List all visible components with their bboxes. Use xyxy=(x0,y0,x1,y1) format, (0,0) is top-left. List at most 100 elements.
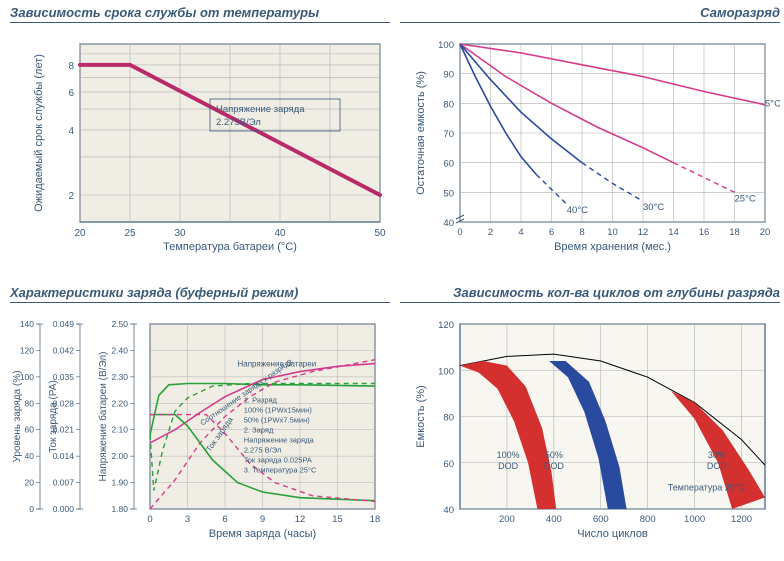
svg-text:Напряжение батареи (В/Эл): Напряжение батареи (В/Эл) xyxy=(97,352,109,482)
svg-text:0.042: 0.042 xyxy=(53,345,75,355)
svg-text:2: 2 xyxy=(488,227,493,238)
svg-text:100%: 100% xyxy=(497,450,520,460)
svg-text:400: 400 xyxy=(546,514,562,525)
svg-text:2.40: 2.40 xyxy=(111,345,128,355)
svg-text:10: 10 xyxy=(607,227,618,238)
svg-text:Уровень заряда (%): Уровень заряда (%) xyxy=(12,370,23,462)
svg-text:0: 0 xyxy=(457,227,462,238)
svg-text:40°C: 40°C xyxy=(567,205,588,216)
svg-text:60: 60 xyxy=(443,159,454,170)
svg-text:25: 25 xyxy=(124,228,136,239)
svg-text:2.20: 2.20 xyxy=(111,398,128,408)
svg-text:90: 90 xyxy=(443,70,454,81)
svg-text:Время заряда (часы): Время заряда (часы) xyxy=(209,528,316,540)
svg-text:80: 80 xyxy=(443,413,454,424)
svg-text:80: 80 xyxy=(443,99,454,110)
svg-text:DOD: DOD xyxy=(544,461,565,471)
svg-text:Время хранения (мес.): Время хранения (мес.) xyxy=(554,241,671,253)
svg-text:8: 8 xyxy=(68,61,74,72)
svg-text:40: 40 xyxy=(274,228,286,239)
svg-text:60: 60 xyxy=(443,459,454,470)
panel2-chart: 405060708090100024681012141618205°C25°C3… xyxy=(400,29,780,259)
svg-text:Ток заряда 0.025PA: Ток заряда 0.025PA xyxy=(244,456,312,465)
panel4-chart: 40608010012020040060080010001200100%DOD5… xyxy=(400,309,780,549)
svg-text:100: 100 xyxy=(438,40,454,51)
svg-text:1.90: 1.90 xyxy=(111,478,128,488)
svg-text:120: 120 xyxy=(20,345,34,355)
svg-text:2.50: 2.50 xyxy=(111,319,128,329)
panel3-chart: 03691215180204060801001201400.0000.0070.… xyxy=(10,309,390,549)
svg-text:2.275 В/Эл: 2.275 В/Эл xyxy=(244,446,281,455)
panel3-title: Характеристики заряда (буферный режим) xyxy=(10,285,390,303)
svg-text:Напряжение заряда: Напряжение заряда xyxy=(216,104,305,115)
svg-text:6: 6 xyxy=(222,514,227,525)
svg-text:30°C: 30°C xyxy=(643,202,664,213)
svg-text:Ток заряда (РА): Ток заряда (РА) xyxy=(48,380,59,453)
svg-text:2.00: 2.00 xyxy=(111,451,128,461)
svg-text:12: 12 xyxy=(295,514,306,525)
svg-text:200: 200 xyxy=(499,514,515,525)
svg-text:DOD: DOD xyxy=(498,461,519,471)
svg-text:16: 16 xyxy=(699,227,710,238)
panel-charge-characteristics: Характеристики заряда (буферный режим) 0… xyxy=(10,285,390,555)
svg-text:Емкость (%): Емкость (%) xyxy=(415,385,427,447)
svg-text:20: 20 xyxy=(74,228,86,239)
svg-text:5°C: 5°C xyxy=(765,98,780,109)
svg-text:0.049: 0.049 xyxy=(53,319,75,329)
svg-text:4: 4 xyxy=(518,227,523,238)
svg-text:2.30: 2.30 xyxy=(111,372,128,382)
svg-text:50%: 50% xyxy=(545,450,563,460)
panel1-chart: 2 4 6 8 20 25 30 40 50 Напряжение заряда 2.275В/Эл… xyxy=(10,29,390,259)
svg-text:50% (1PWx7.5мин): 50% (1PWx7.5мин) xyxy=(244,416,311,425)
svg-text:4: 4 xyxy=(68,126,74,137)
svg-text:2. Заряд: 2. Заряд xyxy=(244,426,274,435)
panel4-title: Зависимость кол-ва циклов от глубины раз… xyxy=(400,285,780,303)
svg-text:1200: 1200 xyxy=(731,514,752,525)
panel1-title: Зависимость срока службы от температуры xyxy=(10,5,390,23)
svg-text:Остаточная емкость (%): Остаточная емкость (%) xyxy=(415,71,427,195)
svg-text:0.000: 0.000 xyxy=(53,504,75,514)
svg-text:6: 6 xyxy=(68,88,74,99)
svg-text:Температура батареи (°C): Температура батареи (°C) xyxy=(163,241,297,253)
panel-cycles-dod: Зависимость кол-ва циклов от глубины раз… xyxy=(400,285,780,555)
svg-text:12: 12 xyxy=(638,227,649,238)
svg-text:600: 600 xyxy=(593,514,609,525)
svg-text:Ожидаемый срок службы (лет): Ожидаемый срок службы (лет) xyxy=(33,54,45,212)
svg-text:Напряжение заряда: Напряжение заряда xyxy=(244,436,315,445)
svg-text:2.275В/Эл: 2.275В/Эл xyxy=(216,117,261,128)
svg-text:100: 100 xyxy=(438,366,454,377)
panel2-title: Саморазряд xyxy=(400,5,780,23)
svg-text:70: 70 xyxy=(443,129,454,140)
svg-text:140: 140 xyxy=(20,319,34,329)
svg-text:2.10: 2.10 xyxy=(111,425,128,435)
svg-text:60: 60 xyxy=(25,425,35,435)
svg-text:Температура 25°C: Температура 25°C xyxy=(668,483,746,493)
svg-text:14: 14 xyxy=(668,227,679,238)
svg-text:2: 2 xyxy=(68,191,74,202)
svg-text:9: 9 xyxy=(260,514,265,525)
svg-text:0: 0 xyxy=(147,514,152,525)
svg-text:120: 120 xyxy=(438,320,454,331)
svg-text:50: 50 xyxy=(374,228,386,239)
svg-text:80: 80 xyxy=(25,398,35,408)
svg-text:0: 0 xyxy=(29,504,34,514)
svg-text:6: 6 xyxy=(549,227,554,238)
svg-text:18: 18 xyxy=(370,514,381,525)
panel-self-discharge: Саморазряд 40506070809010002468101214161… xyxy=(400,5,780,265)
svg-text:40: 40 xyxy=(443,505,454,516)
svg-text:25°C: 25°C xyxy=(735,193,756,204)
svg-text:1. Разряд: 1. Разряд xyxy=(244,396,278,405)
svg-text:20: 20 xyxy=(760,227,771,238)
svg-text:800: 800 xyxy=(640,514,656,525)
svg-text:40: 40 xyxy=(25,451,35,461)
svg-text:3: 3 xyxy=(185,514,190,525)
svg-text:100% (1PWx15мин): 100% (1PWx15мин) xyxy=(244,406,313,415)
svg-text:40: 40 xyxy=(443,218,454,229)
svg-text:50: 50 xyxy=(443,188,454,199)
svg-text:DOD: DOD xyxy=(707,461,728,471)
svg-text:18: 18 xyxy=(729,227,740,238)
svg-text:Число циклов: Число циклов xyxy=(577,528,648,540)
svg-text:30: 30 xyxy=(174,228,186,239)
svg-text:1000: 1000 xyxy=(684,514,705,525)
panel-service-life: Зависимость срока службы от температуры … xyxy=(10,5,390,265)
